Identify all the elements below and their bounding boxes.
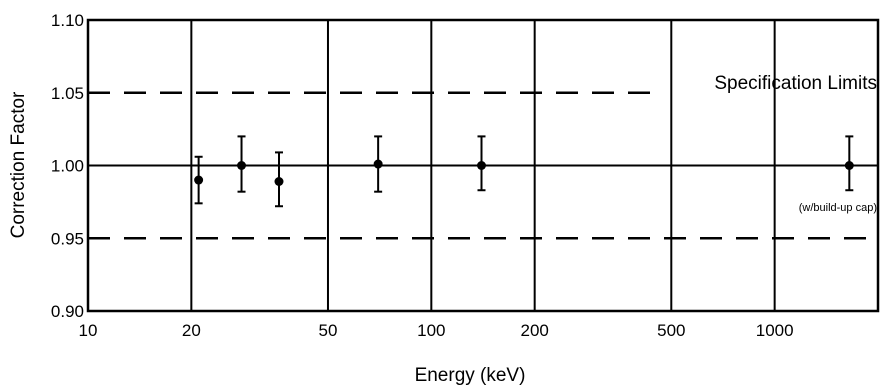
plot-frame [86,18,880,313]
data-point [844,135,854,192]
x-tick-label: 10 [79,321,98,340]
x-tick-label: 20 [182,321,201,340]
y-tick-label: 1.05 [51,84,84,103]
data-point [237,135,247,193]
spec-limit-lines [88,91,878,240]
y-tick-labels: 0.90 0.95 1.00 1.05 1.10 [51,11,84,321]
buildup-cap-label: (w/build-up cap) [799,202,877,214]
spec-limits-label: Specification Limits [714,73,877,94]
x-tick-labels: 10 20 50 100 200 500 1000 [79,321,794,340]
point-marker [844,161,854,170]
x-tick-label: 100 [417,321,445,340]
x-tick-label: 1000 [756,321,794,340]
point-marker [237,161,247,170]
y-axis-title: Correction Factor [8,91,29,238]
y-tick-label: 1.00 [51,157,84,176]
plot-border [86,18,880,313]
data-point [373,135,383,193]
point-marker [274,177,284,187]
x-tick-label: 200 [520,321,548,340]
x-tick-label: 500 [657,321,685,340]
point-marker [476,161,486,170]
x-axis-title: Energy (keV) [415,365,526,386]
point-marker [373,159,383,169]
data-point [274,151,284,208]
y-tick-label: 0.90 [51,302,84,321]
data-point [194,155,204,205]
point-marker [194,175,204,185]
y-tick-label: 0.95 [51,229,84,248]
data-point [476,135,486,192]
y-tick-label: 1.10 [51,11,84,30]
x-tick-label: 50 [319,321,338,340]
data-points [194,135,854,208]
